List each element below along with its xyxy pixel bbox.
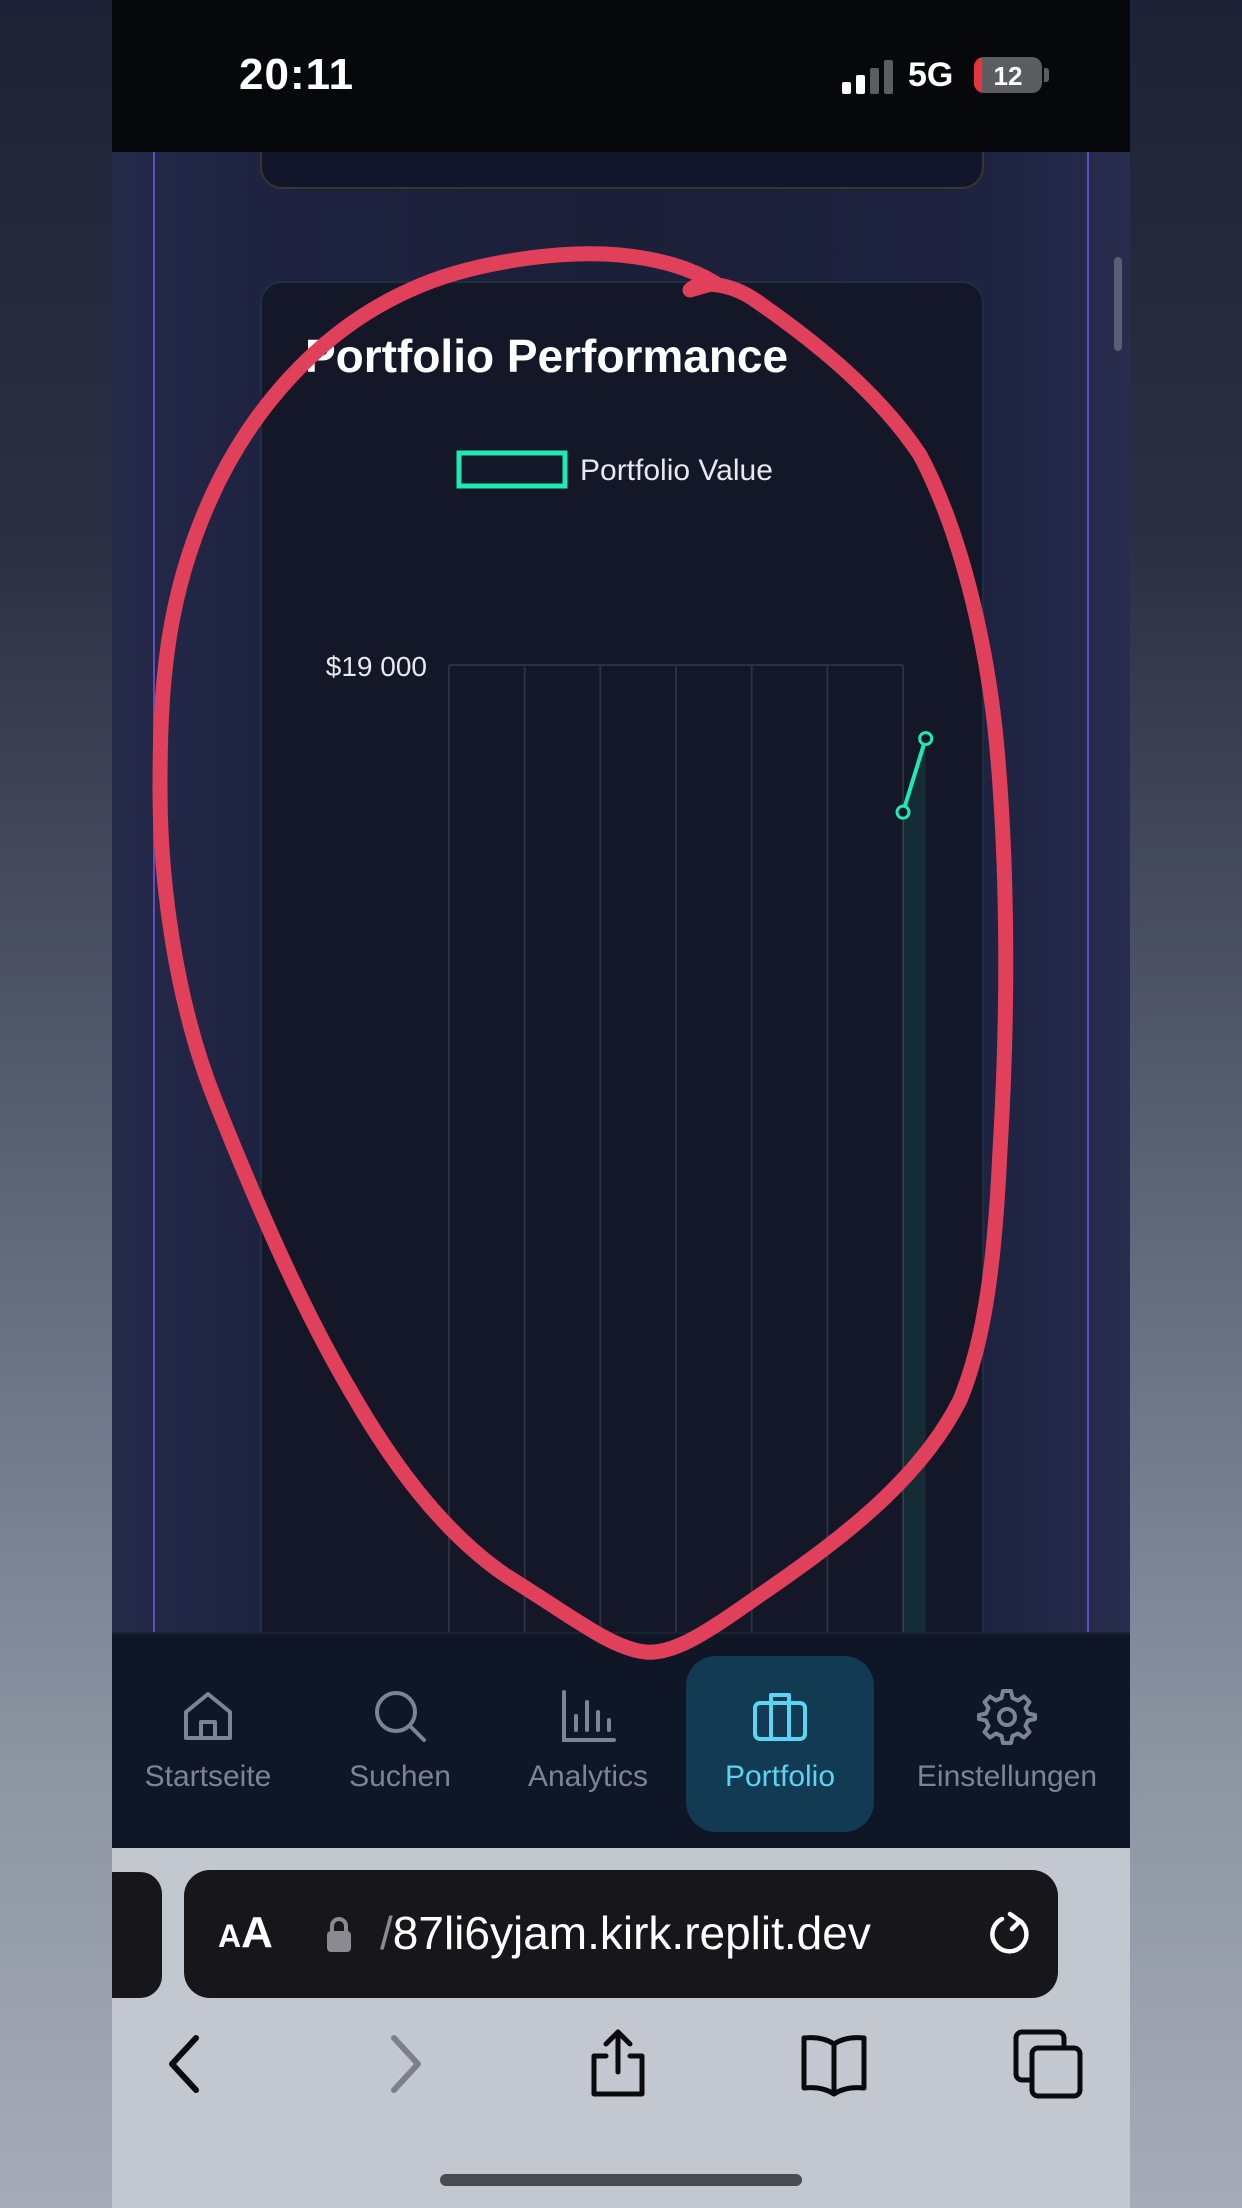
reload-icon[interactable] (984, 1910, 1034, 1960)
battery-nub (1044, 68, 1049, 82)
status-bar: 20:11 5G 12 (112, 0, 1130, 152)
battery-percent: 12 (993, 61, 1023, 91)
tab-analytics[interactable]: Analytics (508, 1656, 668, 1832)
bar-chart-icon (562, 1690, 616, 1742)
battery-icon: 12 (974, 57, 1042, 93)
tab-startseite[interactable]: Startseite (128, 1656, 288, 1832)
forward-icon[interactable] (368, 2028, 440, 2100)
previous-card (260, 152, 984, 189)
tabs-icon[interactable] (1012, 2028, 1084, 2100)
home-icon (184, 1692, 232, 1740)
tab-einstellungen[interactable]: Einstellungen (902, 1656, 1112, 1832)
portfolio-performance-card: Portfolio Performance $19 000 Portfolio V… (260, 281, 984, 1632)
reader-settings-button[interactable]: AA (218, 1908, 273, 1957)
phone-screen: 20:11 5G 12 Portfolio Performance $19 00… (112, 0, 1130, 2208)
network-label: 5G (908, 56, 954, 94)
performance-chart[interactable]: $19 000 Portfolio Value (262, 283, 982, 1632)
tab-bar: Startseite Suchen Analytics (112, 1632, 1130, 1850)
tab-label: Einstellungen (916, 1760, 1098, 1793)
decorative-border-left (153, 152, 155, 1632)
address-bar[interactable]: AA /87li6yjam.kirk.replit.dev (184, 1870, 1058, 1998)
data-point (918, 731, 934, 747)
scrollbar[interactable] (1114, 257, 1122, 351)
url-text[interactable]: /87li6yjam.kirk.replit.dev (380, 1907, 871, 1959)
browser-toolbar: AA /87li6yjam.kirk.replit.dev (112, 1848, 1130, 2208)
bookmarks-icon[interactable] (798, 2028, 870, 2100)
legend-label: Portfolio Value (580, 454, 773, 487)
gear-icon (977, 1689, 1037, 1745)
previous-tab-peek[interactable] (112, 1872, 162, 1998)
tab-suchen[interactable]: Suchen (330, 1656, 470, 1832)
back-icon[interactable] (150, 2028, 222, 2100)
series-area (903, 738, 926, 1632)
web-content[interactable]: Portfolio Performance $19 000 Portfolio V… (112, 152, 1130, 1632)
battery-fill (974, 57, 983, 93)
tab-portfolio[interactable]: Portfolio (686, 1656, 874, 1832)
decorative-border-right (1087, 152, 1089, 1632)
tab-label: Analytics (527, 1760, 649, 1793)
data-point (895, 804, 911, 820)
home-indicator (440, 2174, 802, 2186)
briefcase-icon (753, 1693, 807, 1741)
search-icon (375, 1691, 426, 1742)
signal-icon (842, 60, 893, 94)
share-icon[interactable] (582, 2028, 654, 2100)
tab-label: Portfolio (724, 1760, 836, 1793)
legend-swatch (456, 450, 568, 489)
status-time: 20:11 (239, 50, 355, 99)
tab-label: Startseite (144, 1760, 272, 1793)
tab-label: Suchen (349, 1760, 451, 1793)
lock-icon (327, 1917, 351, 1952)
y-tick-label: $19 000 (326, 651, 427, 682)
